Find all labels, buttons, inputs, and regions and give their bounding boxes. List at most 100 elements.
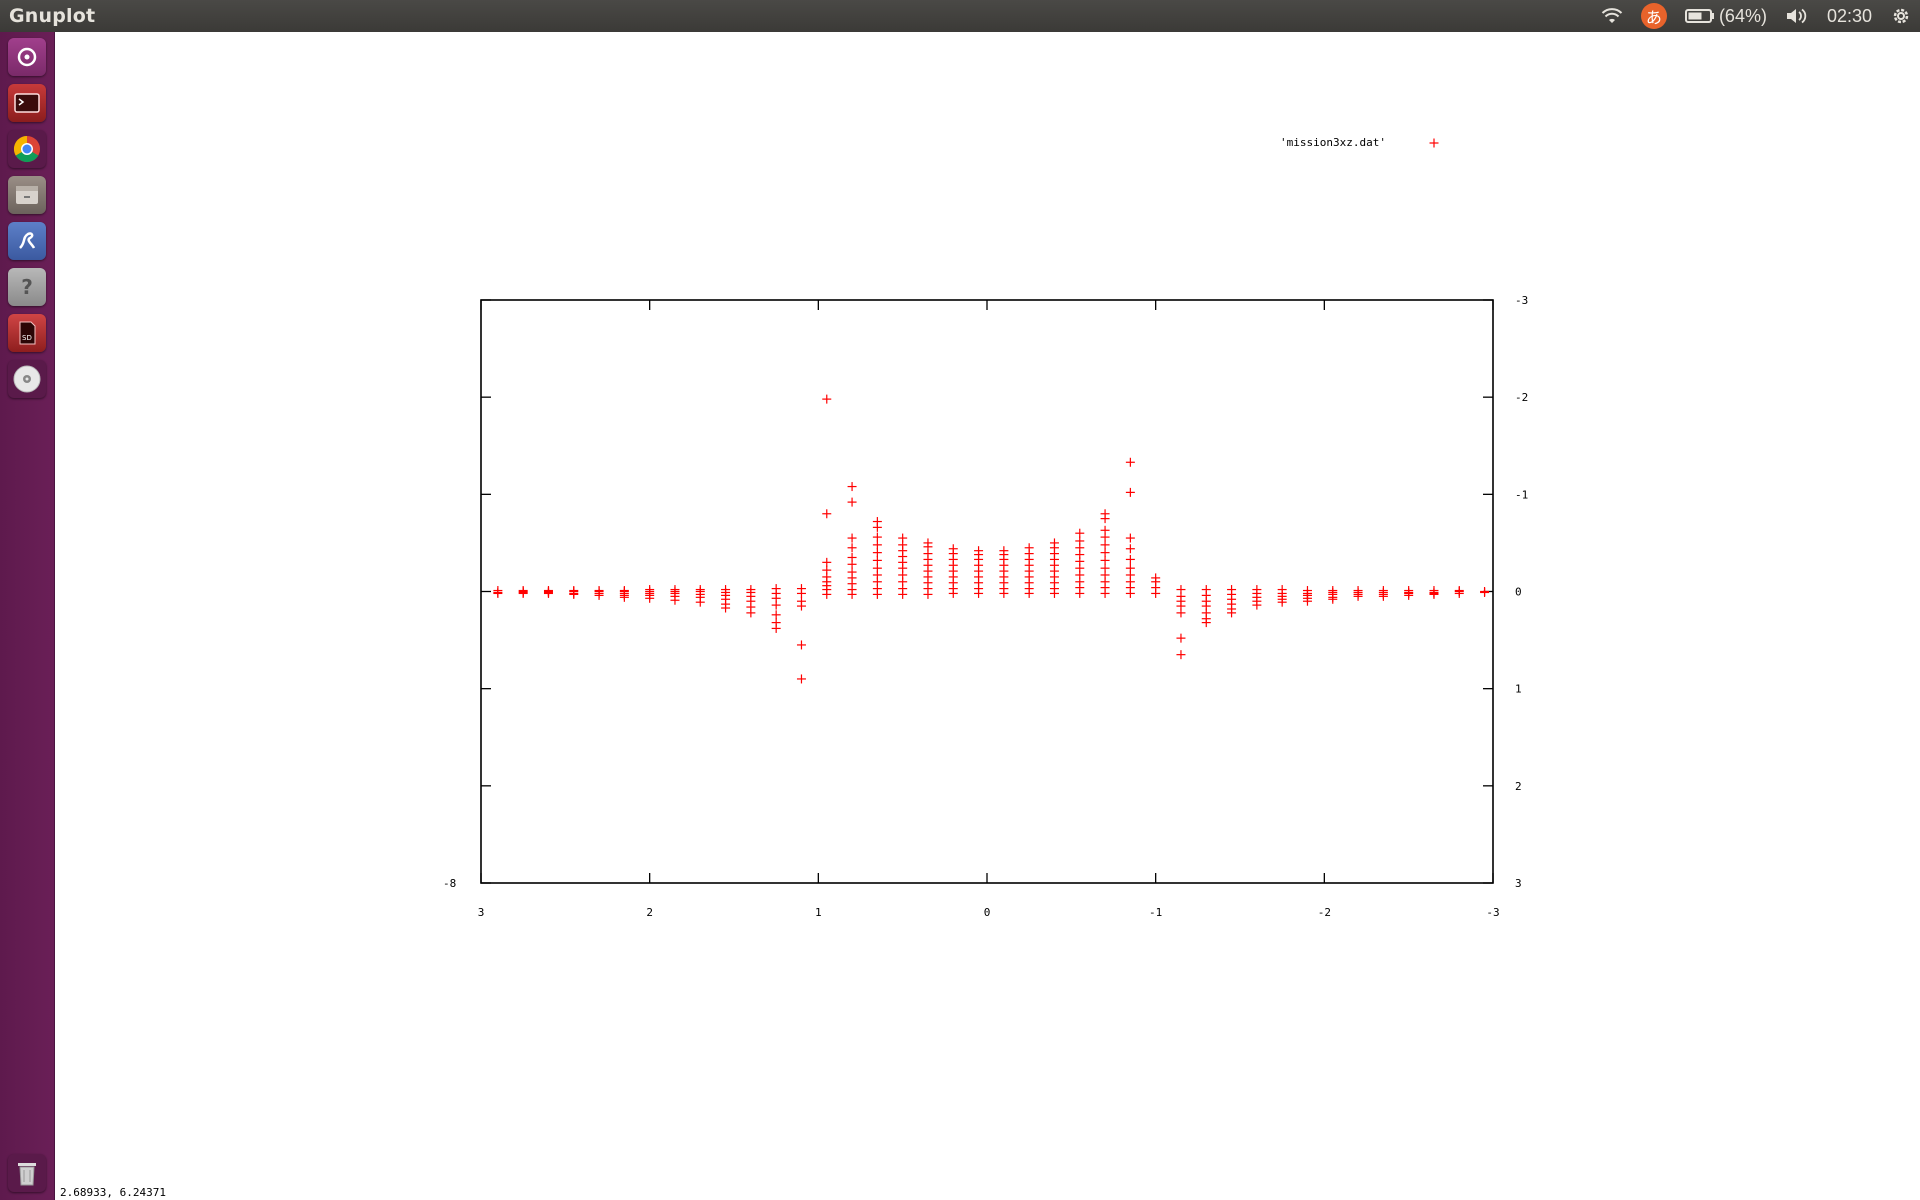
data-point [872,563,882,573]
legend: 'mission3xz.dat' [1280,136,1439,149]
clock[interactable]: 02:30 [1826,5,1872,26]
data-point [974,546,984,556]
text-editor-icon[interactable] [8,222,46,260]
data-point [493,588,503,598]
data-point [771,610,781,620]
gnuplot-chart[interactable]: 3 2 1 0 -1 -2 -3 -3 -2 -1 0 1 2 3 -8 'mission3xz.dat… [54,32,1920,1200]
data-point [872,517,882,527]
input-method-icon[interactable]: あ [1640,3,1667,29]
data-point [1125,563,1135,573]
data-point [822,394,832,404]
y-tick-label: -3 [1515,294,1528,307]
data-point [948,544,958,554]
data-point [1454,588,1464,598]
sd-card-icon[interactable]: SD [8,314,46,352]
launcher: ? SD [0,32,55,1200]
dash-home-icon[interactable] [8,38,46,76]
data-point [619,592,629,602]
data-point [847,567,857,577]
data-point [822,509,832,519]
data-point [1176,633,1186,643]
chrome-icon[interactable] [8,130,46,168]
y-tick-label: -1 [1515,488,1528,501]
data-point [645,593,655,603]
x-tick-label: 1 [815,906,822,919]
data-point [1378,591,1388,601]
volume-icon[interactable] [1785,7,1809,25]
data-point [1075,528,1085,538]
data-point [1176,650,1186,660]
x-tick-label: 3 [478,906,485,919]
data-point [1302,596,1312,606]
data-point [1024,543,1034,553]
terminal-icon[interactable] [8,84,46,122]
data-points [493,394,1490,684]
data-point [898,533,908,543]
trash-icon[interactable] [8,1154,46,1192]
data-point [1125,554,1135,564]
y-tick-label: 1 [1515,683,1522,696]
data-point [1125,457,1135,467]
data-point [1100,548,1110,558]
data-point [1125,487,1135,497]
data-point [1353,591,1363,601]
x-tick-label: -2 [1318,906,1331,919]
data-point [1100,555,1110,565]
data-point [796,588,806,598]
files-icon[interactable] [8,176,46,214]
x-tick-label: -3 [1486,906,1499,919]
data-point [746,608,756,618]
data-point [847,482,857,492]
data-point [1100,525,1110,535]
data-point [543,588,553,598]
y-axis: -3 -2 -1 0 1 2 3 [481,294,1528,890]
data-point [1404,590,1414,600]
data-point [1328,594,1338,604]
x-axis: 3 2 1 0 -1 -2 -3 [478,300,1500,919]
data-point [872,540,882,550]
data-point [1201,618,1211,628]
top-panel: Gnuplot あ (64%) 02:30 [0,0,1920,32]
data-point [1176,608,1186,618]
dvd-drive-icon[interactable] [8,360,46,398]
unknown-app-icon[interactable]: ? [8,268,46,306]
data-point [1100,540,1110,550]
data-point [670,595,680,605]
data-point [1075,536,1085,546]
data-point [847,543,857,553]
y-tick-label: 3 [1515,877,1522,890]
data-point [1227,608,1237,618]
x-tick-label: 2 [646,906,653,919]
legend-marker [1429,138,1439,148]
data-point [796,640,806,650]
data-point [872,532,882,542]
data-point [1100,563,1110,573]
data-point [999,546,1009,556]
battery-indicator[interactable]: (64%) [1684,5,1767,27]
panel-indicators: あ (64%) 02:30 [1601,0,1920,32]
data-point [771,600,781,610]
data-point [1151,573,1161,583]
data-point [822,565,832,575]
gear-icon[interactable] [1890,5,1912,27]
data-point [822,557,832,567]
data-point [847,533,857,543]
cursor-coordinates: 2.68933, 6.24371 [60,1186,166,1199]
data-point [1049,538,1059,548]
data-point [847,497,857,507]
data-point [847,552,857,562]
battery-icon [1684,9,1714,23]
data-point [1277,597,1287,607]
data-point [695,597,705,607]
battery-percentage: (64%) [1718,5,1767,26]
app-title: Gnuplot [9,5,96,27]
data-point [1429,589,1439,599]
data-point [872,555,882,565]
data-point [1252,600,1262,610]
data-point [1480,587,1490,597]
data-point [569,589,579,599]
y-tick-label: -2 [1515,391,1528,404]
wifi-icon[interactable] [1601,7,1623,25]
x-tick-label: 0 [984,906,991,919]
data-point [1100,509,1110,519]
